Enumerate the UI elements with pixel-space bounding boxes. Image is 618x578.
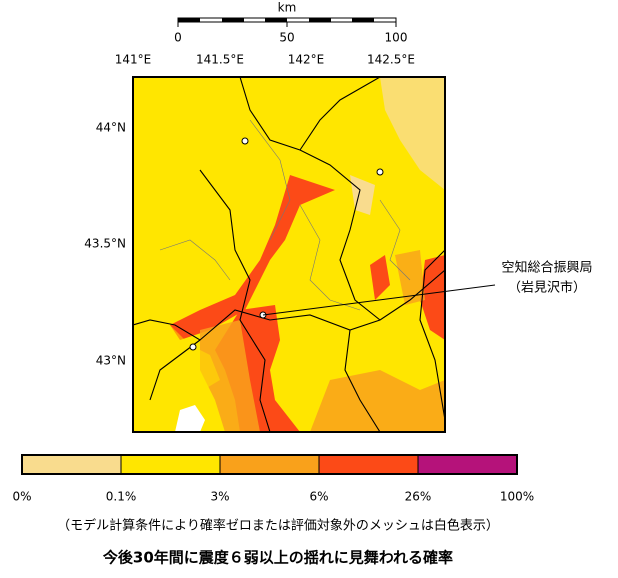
legend-label: 3% — [210, 490, 229, 504]
scale-bar: km 0 50 100 — [174, 1, 407, 45]
river — [299, 204, 361, 311]
lat-label: 44°N — [96, 121, 126, 135]
low-zone — [380, 77, 445, 190]
scale-unit: km — [278, 1, 297, 15]
city — [241, 137, 249, 145]
scale-label: 0 — [174, 31, 182, 45]
mid-zone — [200, 320, 260, 432]
city — [376, 168, 384, 176]
scale-seg — [309, 18, 331, 22]
river — [379, 199, 411, 281]
boundary — [419, 249, 445, 421]
annotation: （岩見沢市） — [508, 280, 586, 296]
lat-label: 43°N — [96, 354, 126, 368]
map-frame — [132, 76, 446, 433]
lon-label: 142.5°E — [367, 53, 415, 67]
legend-swatch — [219, 454, 320, 475]
legend-swatch — [318, 454, 419, 475]
river — [159, 239, 231, 281]
land — [133, 77, 240, 310]
land — [133, 77, 210, 130]
scale-label: 100 — [385, 31, 408, 45]
boundary — [199, 169, 271, 432]
high-zone — [370, 255, 390, 300]
high-zone — [170, 175, 335, 340]
lat-label: 43.5°N — [84, 237, 126, 251]
legend-frame — [21, 454, 518, 475]
boundary — [239, 77, 381, 321]
legend-label: 0.1% — [106, 490, 137, 504]
legend-label: 26% — [405, 490, 432, 504]
boundary — [299, 77, 381, 151]
boundary — [344, 329, 381, 432]
mid-zone — [310, 370, 445, 432]
boundary — [133, 269, 445, 341]
legend-label: 100% — [500, 490, 534, 504]
river — [249, 119, 291, 241]
legend-swatch — [21, 454, 122, 475]
lon-label: 141°E — [115, 53, 152, 67]
blank — [175, 405, 205, 432]
city — [189, 343, 197, 351]
mid-zone — [395, 250, 425, 305]
scale-seg — [178, 18, 200, 22]
note: （モデル計算条件により確率ゼロまたは評価対象外のメッシュは白色表示） — [57, 518, 499, 534]
scale-seg — [265, 18, 287, 22]
high-zone — [420, 255, 445, 340]
legend-swatch — [417, 454, 518, 475]
legend: 0% 0.1% 3% 6% 26% 100% — [12, 454, 534, 504]
scale-seg — [352, 18, 374, 22]
lon-label: 141.5°E — [196, 53, 244, 67]
legend-swatch — [120, 454, 221, 475]
annotation: 空知総合振興局 — [501, 260, 592, 276]
scale-seg — [222, 18, 244, 22]
legend-label: 6% — [309, 490, 328, 504]
scale-label: 50 — [279, 31, 294, 45]
map — [132, 76, 496, 433]
legend-label: 0% — [12, 490, 31, 504]
land — [133, 305, 220, 400]
title: 今後30年間に震度６弱以上の揺れに見舞われる確率 — [102, 549, 453, 567]
leader-line — [262, 284, 496, 316]
lon-label: 142°E — [288, 53, 325, 67]
